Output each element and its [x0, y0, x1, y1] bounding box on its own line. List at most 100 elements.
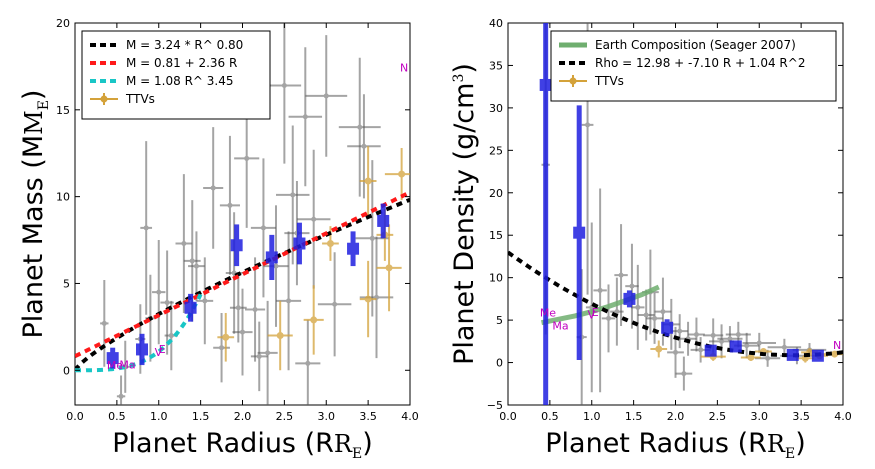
- y-tick-label: 5: [63, 277, 70, 290]
- planet-label: E: [592, 306, 599, 319]
- scatter-point: [601, 284, 616, 353]
- planet-label: Me: [107, 359, 123, 372]
- planet-label: E: [159, 343, 166, 356]
- binned-point: [230, 224, 243, 267]
- y-tick-label: 35: [489, 59, 503, 72]
- scatter-marker: [219, 345, 225, 351]
- scatter-point: [116, 375, 126, 405]
- scatter-point: [267, 23, 302, 164]
- binned-point: [811, 349, 824, 362]
- scatter-marker: [585, 122, 591, 128]
- y-tick-label: 0: [63, 364, 70, 377]
- binned-point: [729, 340, 742, 353]
- scatter-marker: [193, 263, 199, 269]
- x-tick-label: 2.5: [276, 410, 294, 423]
- x-tick-label: 0.0: [66, 410, 84, 423]
- scatter-point: [276, 125, 310, 265]
- binned-marker: [573, 226, 586, 239]
- y-tick-label: 5: [496, 314, 503, 327]
- ttv-point: [359, 260, 377, 338]
- scatter-marker: [698, 347, 704, 353]
- ttv-marker: [276, 332, 284, 340]
- scatter-point: [338, 57, 381, 197]
- binned-marker: [293, 237, 306, 250]
- scatter-point: [671, 314, 689, 349]
- planet-label: Me: [540, 307, 556, 320]
- fit-line: [75, 190, 410, 359]
- x-tick-label: 0.0: [499, 410, 517, 423]
- legend-label: M = 1.08 R^ 3.45: [126, 74, 234, 88]
- y-tick-label: 10: [56, 191, 70, 204]
- scatter-marker: [606, 315, 611, 321]
- ttv-marker: [326, 240, 334, 248]
- scatter-point: [245, 257, 266, 362]
- legend-label: TTVs: [594, 74, 624, 88]
- ttv-point: [384, 148, 410, 201]
- scatter-marker: [681, 371, 687, 377]
- density-radius-legend: Earth Composition (Seager 2007) Rho = 12.…: [550, 30, 837, 102]
- ttv-marker: [655, 345, 663, 353]
- scatter-marker: [235, 305, 241, 311]
- scatter-point: [654, 277, 672, 346]
- scatter-point: [667, 326, 684, 378]
- ttv-point: [650, 340, 668, 358]
- x-tick-label: 4.0: [401, 410, 419, 423]
- x-tick-label: 3.0: [751, 410, 769, 423]
- scatter-point: [688, 317, 705, 352]
- y-tick-label: 15: [56, 104, 70, 117]
- legend-label: Earth Composition (Seager 2007): [595, 38, 796, 52]
- y-tick-label: 0: [496, 357, 503, 370]
- ttv-marker: [747, 353, 755, 361]
- scatter-marker: [693, 332, 699, 338]
- x-tick-label: 0.5: [108, 410, 126, 423]
- scatter-marker: [302, 114, 308, 120]
- density-radius-y-axis-label: Planet Density (g/cm3): [449, 63, 480, 365]
- scatter-marker: [118, 393, 124, 399]
- scatter-marker: [765, 355, 771, 361]
- scatter-marker: [168, 333, 174, 339]
- scatter-marker: [252, 307, 258, 312]
- scatter-marker: [719, 338, 725, 344]
- ttv-marker: [364, 295, 372, 303]
- legend-swatch-marker: [100, 95, 108, 103]
- earth-composition-line: [541, 284, 660, 326]
- scatter-marker: [660, 309, 666, 315]
- scatter-point: [140, 141, 153, 315]
- scatter-marker: [286, 298, 292, 304]
- legend-label: M = 0.81 + 2.36 R: [126, 56, 237, 70]
- scatter-marker: [710, 332, 716, 338]
- scatter-marker: [290, 192, 296, 198]
- x-tick-label: 1.5: [625, 410, 643, 423]
- scatter-marker: [244, 155, 250, 161]
- scatter-point: [263, 205, 289, 327]
- binned-marker: [347, 242, 360, 255]
- scatter-point: [742, 332, 776, 354]
- scatter-point: [250, 158, 276, 298]
- scatter-point: [175, 174, 193, 313]
- mass-radius-y-axis-label: Planet Mass (MME): [18, 90, 52, 339]
- scatter-marker: [143, 225, 149, 231]
- ttv-marker: [385, 264, 393, 272]
- scatter-point: [250, 321, 268, 392]
- scatter-marker: [332, 301, 338, 307]
- ttv-marker: [398, 170, 406, 178]
- ttv-point: [322, 226, 339, 261]
- x-tick-label: 1.0: [150, 410, 168, 423]
- density-radius-ticks: 0.0 0.5 1.0 1.5 2.0 2.5 3.0 3.5 4.0 −5 0 5 10 15 20 25 3…: [487, 17, 852, 423]
- density-radius-x-axis-label: Planet Radius (RRE): [545, 428, 806, 462]
- scatter-marker: [210, 185, 216, 191]
- binned-marker: [786, 348, 799, 361]
- scatter-point: [219, 135, 240, 275]
- binned-point: [661, 319, 674, 337]
- binned-marker: [729, 340, 742, 353]
- y-tick-label: 20: [56, 17, 70, 30]
- scatter-marker: [756, 340, 762, 346]
- binned-point: [265, 234, 278, 280]
- x-tick-label: 3.0: [318, 410, 336, 423]
- x-tick-label: 3.5: [792, 410, 810, 423]
- ttv-point: [267, 300, 293, 371]
- scatter-point: [646, 292, 663, 344]
- mass-radius-legend: M = 3.24 * R^ 0.80 M = 0.81 + 2.36 R M = 1…: [81, 30, 271, 120]
